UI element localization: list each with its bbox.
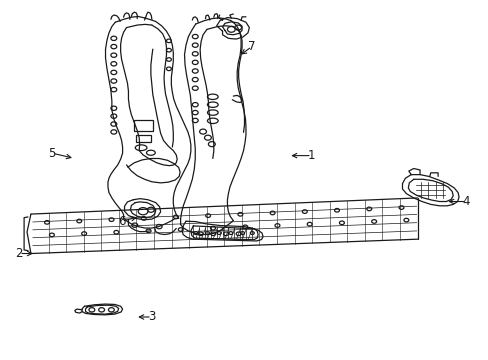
Text: 4: 4 (462, 195, 469, 208)
Text: 5: 5 (48, 147, 56, 159)
Text: 3: 3 (148, 310, 155, 324)
Text: 7: 7 (247, 40, 255, 53)
Text: 6: 6 (118, 215, 125, 228)
Text: 2: 2 (16, 247, 23, 260)
Text: 1: 1 (307, 149, 315, 162)
